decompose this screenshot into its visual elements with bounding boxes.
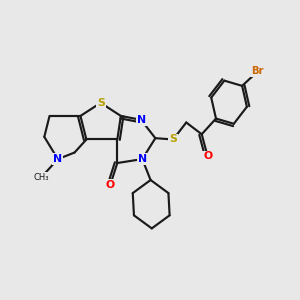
Text: N: N — [136, 115, 146, 125]
Text: N: N — [53, 154, 62, 164]
Text: O: O — [203, 152, 212, 161]
Text: CH₃: CH₃ — [34, 173, 49, 182]
Text: S: S — [97, 98, 104, 108]
Text: N: N — [138, 154, 147, 164]
Text: O: O — [106, 180, 115, 190]
Text: Br: Br — [251, 67, 264, 76]
Text: S: S — [169, 134, 177, 145]
